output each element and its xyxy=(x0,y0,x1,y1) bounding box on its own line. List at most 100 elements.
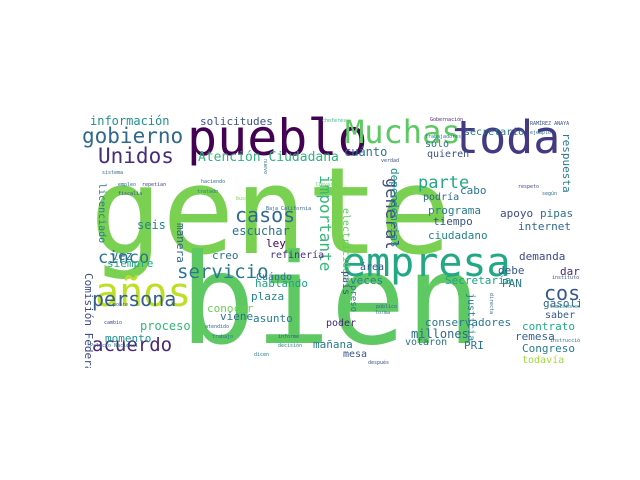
cloud-word: PAN xyxy=(502,277,522,290)
cloud-word: demanda xyxy=(519,250,566,263)
cloud-word: conservadores xyxy=(425,316,512,329)
cloud-word: respeto xyxy=(518,184,540,190)
cloud-word: dicen xyxy=(254,352,270,358)
cloud-word: quieren xyxy=(427,149,470,160)
cloud-word: contrato xyxy=(522,320,575,333)
cloud-word: solicitudes xyxy=(200,115,273,128)
cloud-word: sistema xyxy=(102,170,124,176)
cloud-word: programa xyxy=(428,204,481,217)
cloud-word: información xyxy=(90,114,170,128)
cloud-word: preso xyxy=(348,285,358,313)
cloud-word: remesa xyxy=(515,330,555,343)
cloud-word: debe xyxy=(498,264,525,277)
cloud-word: secretario xyxy=(464,127,525,138)
cloud-word: fiscalía xyxy=(118,191,143,197)
cloud-word: pobre xyxy=(113,302,129,308)
cloud-word: respuesta xyxy=(560,133,573,193)
cloud-word: Comisión Federal xyxy=(82,273,95,368)
cloud-word: veces xyxy=(350,274,384,287)
cloud-word: parte xyxy=(418,173,470,193)
cloud-word: Unidos xyxy=(98,144,174,168)
cloud-word: saber xyxy=(545,310,576,321)
cloud-word: servicio xyxy=(177,261,269,283)
cloud-word: proceso xyxy=(140,319,191,333)
cloud-word: podría xyxy=(423,192,460,203)
cloud-word: persona xyxy=(92,287,177,311)
cloud-word: sólo xyxy=(425,139,450,150)
cloud-word: pueblo xyxy=(187,113,368,167)
cloud-word: viene xyxy=(220,310,254,323)
cloud-word: público xyxy=(376,304,398,310)
cloud-word: según xyxy=(542,191,558,197)
cloud-word: gasolina xyxy=(543,297,580,310)
cloud-word: comisiones xyxy=(550,304,580,310)
cloud-word: instrucción xyxy=(550,338,580,344)
cloud-word: cambio xyxy=(104,320,123,326)
cloud-word: cinco xyxy=(98,248,150,268)
cloud-word: grupo xyxy=(424,282,440,288)
cloud-word: gobierno xyxy=(82,124,184,148)
cloud-word: después xyxy=(368,360,390,366)
cloud-word: plaza xyxy=(251,290,285,303)
cloud-word: RAMÍREZ ANAYA xyxy=(530,121,570,127)
cloud-word: cosa xyxy=(544,281,580,305)
cloud-word: ejemplo xyxy=(530,130,552,136)
cloud-word: empresa xyxy=(342,240,511,286)
cloud-word: momento xyxy=(105,332,152,345)
cloud-word: directa xyxy=(488,293,494,315)
cloud-word: años xyxy=(95,270,192,316)
cloud-word: acuerdo xyxy=(92,334,173,356)
cloud-word: Atención Ciudadana xyxy=(198,150,339,165)
cloud-word: ley xyxy=(266,237,286,250)
cloud-word: mesa xyxy=(343,349,368,360)
cloud-word: escuchar xyxy=(232,224,290,238)
cloud-word: ciudadano xyxy=(428,229,488,242)
cloud-word: dependencias xyxy=(388,168,401,248)
cloud-word: Palacio Nacional xyxy=(90,343,139,349)
cloud-word: haciendo xyxy=(201,179,226,185)
cloud-word: PRI xyxy=(464,339,484,352)
cloud-word: llevar xyxy=(315,182,334,188)
cloud-word: pipas xyxy=(540,207,574,220)
cloud-word: apoyo xyxy=(500,207,534,220)
cloud-word: Baja California xyxy=(266,206,312,212)
cloud-word: país xyxy=(340,271,351,296)
cloud-word: Secretaría xyxy=(445,274,512,287)
cloud-word: tiempo xyxy=(433,215,473,228)
cloud-word: choferes xyxy=(322,118,347,124)
cloud-word: repetían xyxy=(142,182,167,188)
cloud-word: electricidad xyxy=(340,208,351,281)
cloud-word: Cuándo xyxy=(256,272,293,283)
cloud-word: refinería xyxy=(270,250,325,261)
cloud-word: seis xyxy=(137,218,166,232)
cloud-word: justicia xyxy=(465,293,476,342)
cloud-word: vez xyxy=(111,249,133,263)
cloud-word: área xyxy=(360,262,385,273)
cloud-word: todavía xyxy=(522,355,565,366)
cloud-word: empleo xyxy=(118,182,137,188)
cloud-word: buscar xyxy=(236,196,255,202)
cloud-word: Gobernación xyxy=(430,117,464,123)
cloud-word: trabajadores xyxy=(425,134,462,140)
cloud-word: licenciado xyxy=(96,183,107,244)
cloud-word: decisión xyxy=(278,343,303,349)
cloud-word: instituto xyxy=(552,275,580,281)
cloud-word: asunto xyxy=(253,312,293,325)
cloud-word: bien xyxy=(180,228,482,368)
cloud-word: gente xyxy=(90,143,452,282)
cloud-word: siempre xyxy=(107,257,154,270)
cloud-word: poder xyxy=(326,318,357,329)
cloud-word: Muchas xyxy=(345,113,461,151)
cloud-word: creo xyxy=(212,249,239,262)
cloud-word: hablando xyxy=(255,277,308,290)
cloud-word: millones xyxy=(411,327,469,341)
cloud-word: internet xyxy=(518,220,571,233)
word-cloud: gente bien pueblo toda Muchas empresa añ… xyxy=(70,113,580,368)
cloud-word: informe xyxy=(278,334,300,340)
cloud-word: verdad xyxy=(381,158,400,164)
cloud-word: toda xyxy=(452,113,561,164)
cloud-word: conocer xyxy=(207,302,254,315)
cloud-word: atendido xyxy=(205,324,230,330)
cloud-word: forma xyxy=(375,310,391,316)
cloud-word: casos xyxy=(235,203,296,227)
